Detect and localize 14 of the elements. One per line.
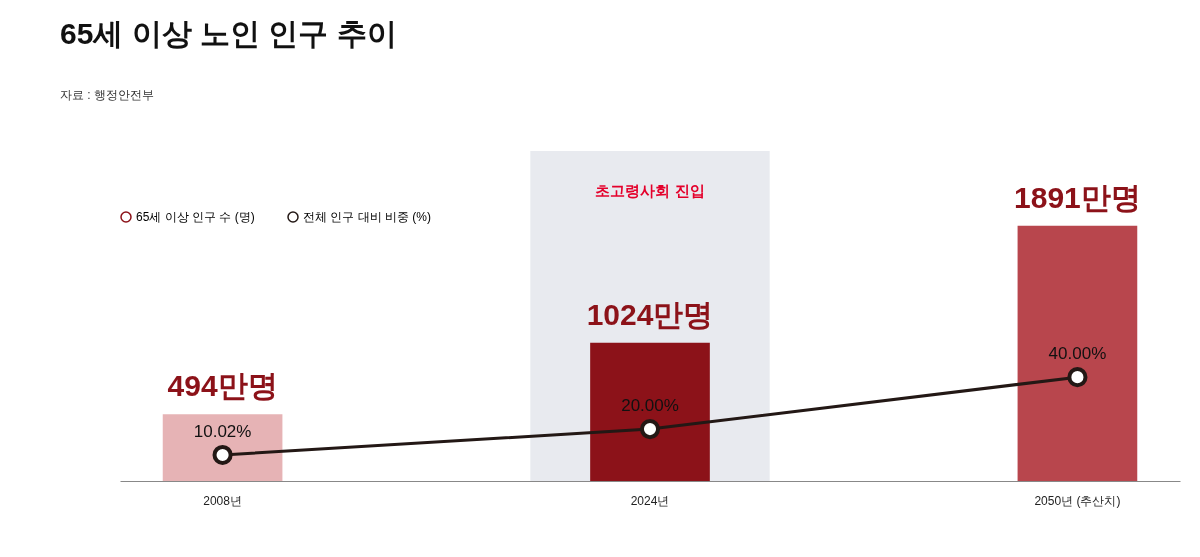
chart-title: 65세 이상 노인 인구 추이 [60, 17, 397, 50]
data-label: 10.02% [193, 421, 252, 441]
data-label: 494만명 [167, 369, 278, 403]
data-label: 40.00% [1048, 344, 1107, 364]
data-label: 1891만명 [1014, 180, 1141, 214]
band-label: 초고령사회 진입 [595, 182, 705, 199]
legend-label: 전체 인구 대비 비중 (%) [303, 210, 431, 224]
x-tick-label: 2008년 [203, 493, 242, 508]
text: 자료 : 행정안전부 [60, 88, 155, 102]
x-tick-label: 2024년 [630, 493, 670, 508]
legend-label: 65세 이상 인구 수 (명) [136, 210, 255, 224]
data-label: 20.00% [621, 396, 679, 416]
data-label: 1024만명 [586, 297, 714, 331]
x-tick-label: 2050년 (추산치) [1034, 493, 1121, 508]
